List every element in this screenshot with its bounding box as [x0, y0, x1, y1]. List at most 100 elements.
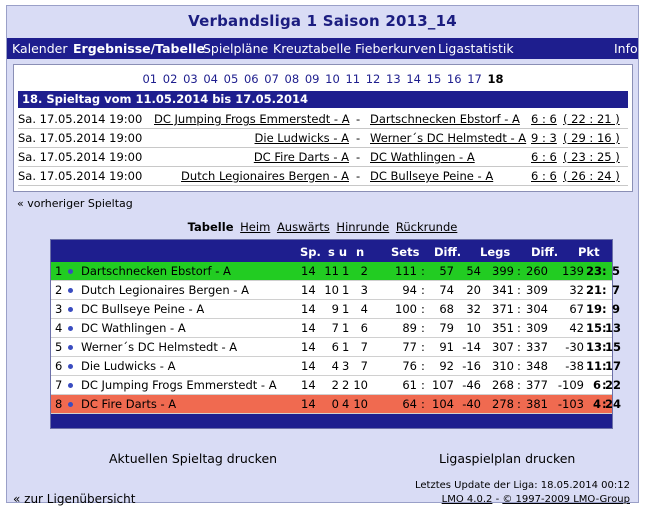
standing-legs-won: 341 [492, 283, 514, 297]
standing-sets-won: 111 [395, 264, 417, 278]
nav-item-ergebnisse[interactable]: Ergebnisse/Tabelle [73, 41, 206, 56]
lmo-version-link[interactable]: LMO 4.0.2 [441, 494, 493, 505]
match-away-team[interactable]: Werner´s DC Helmstedt - A [370, 131, 527, 145]
standing-team[interactable]: DC Jumping Frogs Emmerstedt - A [81, 378, 277, 392]
standing-games: 14 [301, 283, 316, 297]
nav-item-ligastatistik[interactable]: Ligastatistik [438, 41, 514, 56]
matchday-header: 18. Spieltag vom 11.05.2014 bis 17.05.20… [18, 91, 628, 108]
round-link[interactable]: 07 [264, 72, 279, 86]
standing-sets-diff: -46 [462, 378, 481, 392]
sets-separator: : [421, 283, 425, 297]
round-link[interactable]: 06 [243, 72, 259, 86]
match-row: Sa. 17.05.2014 19:00 DC Jumping Frogs Emm… [18, 110, 628, 129]
standing-points-minus: 13 [605, 321, 622, 335]
standing-legs-lost: 309 [526, 321, 548, 335]
round-link[interactable]: 13 [386, 72, 401, 86]
match-legs: ( 26 : 24 ) [563, 169, 620, 183]
match-home-team[interactable]: Dutch Legionaires Bergen - A [181, 169, 349, 183]
round-link[interactable]: 03 [183, 72, 198, 86]
round-selector: 01 02 03 04 05 06 07 08 09 10 11 12 13 1… [14, 72, 632, 86]
standing-draw: 1 [342, 302, 350, 316]
round-link[interactable]: 10 [325, 72, 340, 86]
table-view-second-half[interactable]: Rückrunde [395, 220, 458, 234]
standing-points-plus: 15 [586, 321, 603, 335]
standing-team[interactable]: Werner´s DC Helmstedt - A [81, 340, 238, 354]
standing-legs-diff: -38 [565, 359, 584, 373]
sets-separator: : [421, 397, 425, 411]
round-link[interactable]: 14 [406, 72, 421, 86]
standing-team[interactable]: DC Wathlingen - A [81, 321, 186, 335]
standing-draw: 1 [342, 321, 350, 335]
standing-legs-lost: 348 [526, 359, 548, 373]
table-view-away[interactable]: Auswärts [276, 220, 330, 234]
standing-sets-won: 77 [402, 340, 417, 354]
round-link[interactable]: 12 [365, 72, 381, 86]
header-sets-diff: Diff. [434, 245, 462, 259]
standing-games: 14 [301, 397, 316, 411]
round-link[interactable]: 15 [426, 72, 442, 86]
print-schedule-button[interactable]: Ligaspielplan drucken [439, 451, 576, 466]
round-link[interactable]: 09 [304, 72, 320, 86]
standing-sets-diff: -14 [462, 340, 481, 354]
sets-separator: : [421, 302, 425, 316]
standing-won: 2 [331, 378, 339, 392]
standing-team[interactable]: Dutch Legionaires Bergen - A [81, 283, 249, 297]
match-home-team[interactable]: DC Fire Darts - A [253, 150, 349, 164]
match-home-team[interactable]: Die Ludwicks - A [254, 131, 349, 145]
standing-team[interactable]: Die Ludwicks - A [81, 359, 176, 373]
round-link[interactable]: 17 [467, 72, 482, 86]
standing-games: 14 [301, 264, 316, 278]
standing-points-minus: 15 [605, 340, 622, 354]
standing-draw: 4 [342, 397, 350, 411]
standing-team[interactable]: DC Fire Darts - A [81, 397, 177, 411]
league-frame: Verbandsliga 1 Saison 2013_14 Kalender E… [6, 5, 639, 506]
nav-item-spielplaene[interactable]: Spielpläne [203, 41, 269, 56]
match-score: 6 : 6 [531, 169, 557, 183]
standing-team[interactable]: Dartschnecken Ebstorf - A [81, 264, 231, 278]
round-link[interactable]: 08 [284, 72, 300, 86]
legs-separator: : [517, 283, 521, 297]
round-link[interactable]: 11 [345, 72, 361, 86]
match-date: Sa. 17.05.2014 19:00 [18, 112, 143, 126]
round-link[interactable]: 01 [142, 72, 158, 86]
round-link[interactable]: 16 [446, 72, 462, 86]
standing-sets-won: 89 [402, 321, 417, 335]
match-separator: - [356, 112, 361, 126]
points-separator: : [602, 283, 607, 297]
lmo-copyright-link[interactable]: © 1997-2009 LMO-Group [502, 494, 630, 505]
nav-item-kreuztabelle[interactable]: Kreuztabelle [273, 41, 352, 56]
standings-row: 5 Werner´s DC Helmstedt - A 14 6 1 7 77 91 -14 30… [51, 338, 621, 357]
standing-lost: 10 [353, 378, 368, 392]
standing-legs-won: 307 [492, 340, 514, 354]
match-away-team[interactable]: Dartschnecken Ebstorf - A [370, 112, 520, 126]
standing-games: 14 [301, 340, 316, 354]
match-away-team[interactable]: DC Wathlingen - A [370, 150, 475, 164]
nav-item-fieberkurven[interactable]: Fieberkurven [355, 41, 437, 56]
table-view-first-half[interactable]: Hinrunde [336, 220, 390, 234]
table-view-current: Tabelle [187, 220, 234, 234]
previous-matchday-link[interactable]: « vorheriger Spieltag [17, 197, 133, 210]
nav-item-info[interactable]: Info [614, 41, 638, 56]
legs-separator: : [517, 397, 521, 411]
standing-won: 4 [331, 359, 339, 373]
match-away-team[interactable]: DC Bullseye Peine - A [370, 169, 494, 183]
matchday-panel: 01 02 03 04 05 06 07 08 09 10 11 12 13 1… [13, 64, 633, 192]
standing-legs-diff: -109 [557, 378, 584, 392]
back-to-leagues-link[interactable]: « zur Ligenübersicht [13, 492, 136, 506]
standing-won: 6 [331, 340, 339, 354]
sets-separator: : [421, 340, 425, 354]
header-games: Sp. [300, 245, 321, 259]
legs-separator: : [517, 264, 521, 278]
standing-legs-won: 371 [492, 302, 514, 316]
standing-sets-diff: -16 [462, 359, 481, 373]
standing-legs-diff: -103 [557, 397, 584, 411]
match-home-team[interactable]: DC Jumping Frogs Emmerstedt - A [154, 112, 350, 126]
standing-lost: 6 [360, 321, 368, 335]
print-matchday-button[interactable]: Aktuellen Spieltag drucken [109, 451, 278, 466]
table-view-home[interactable]: Heim [240, 220, 271, 234]
standing-team[interactable]: DC Bullseye Peine - A [81, 302, 205, 316]
nav-item-kalender[interactable]: Kalender [12, 41, 68, 56]
round-link[interactable]: 05 [223, 72, 239, 86]
round-link[interactable]: 02 [162, 72, 178, 86]
round-link[interactable]: 04 [203, 72, 218, 86]
